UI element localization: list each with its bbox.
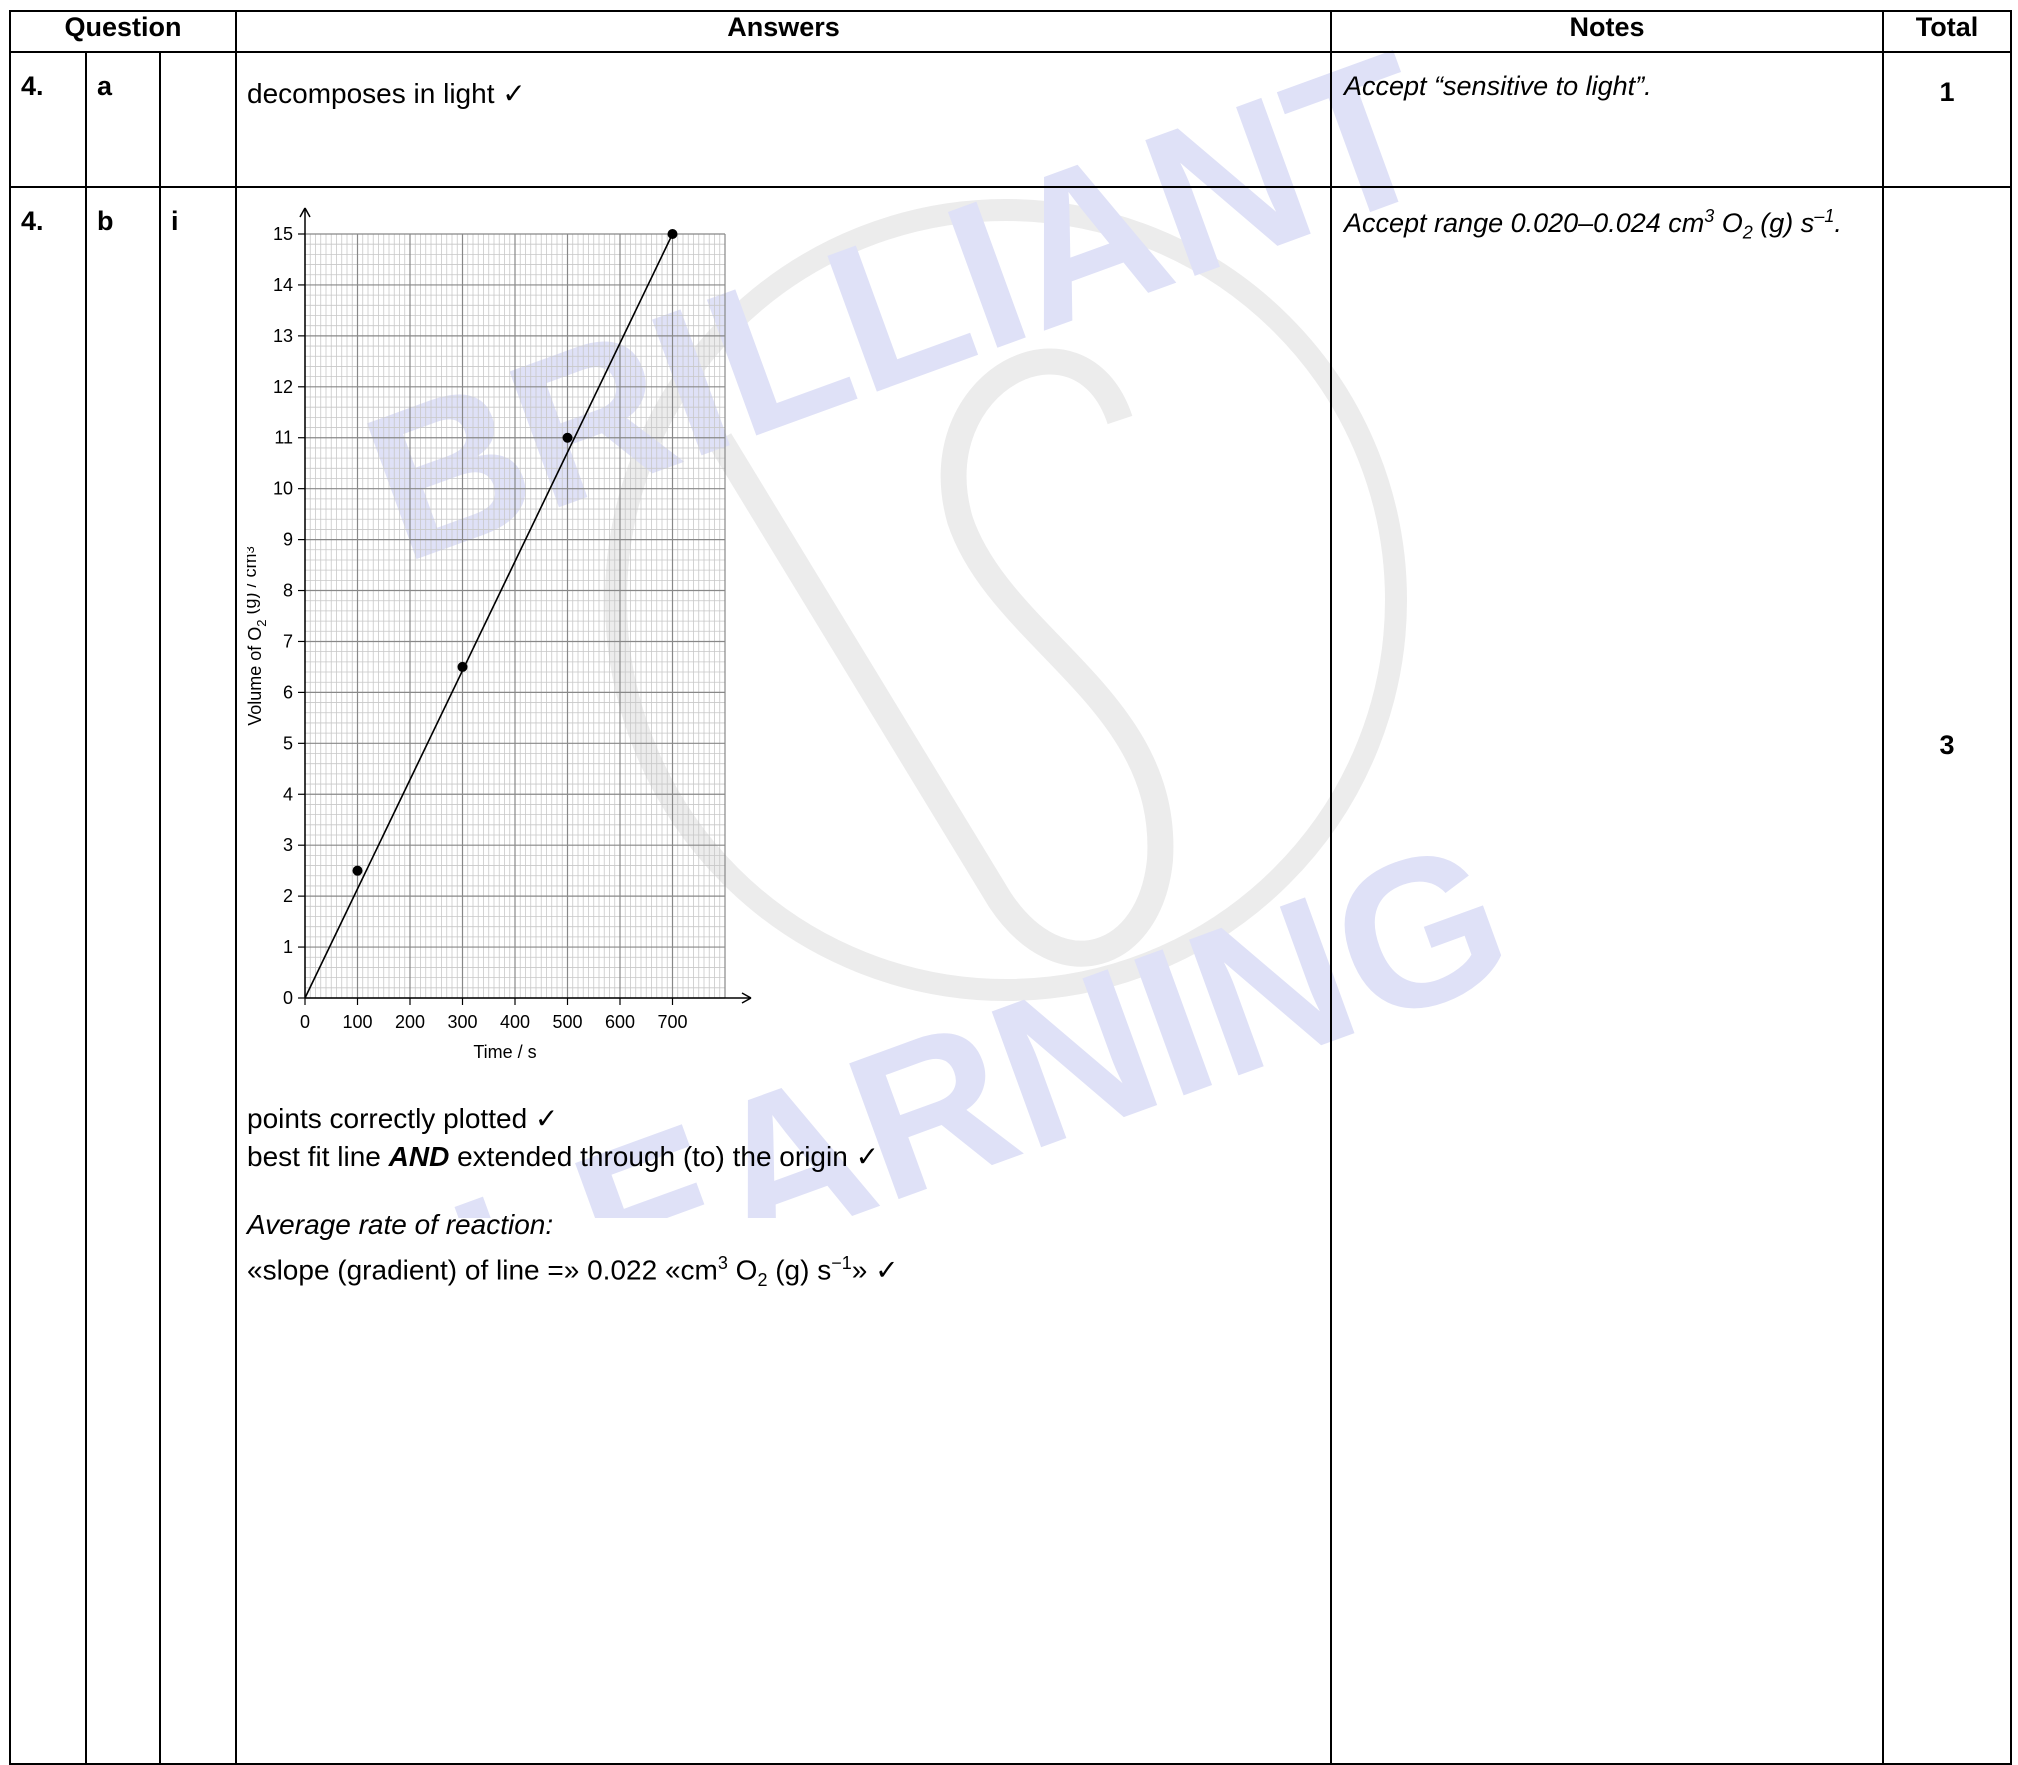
slope-sup: 3 [717, 1253, 728, 1273]
data-point [562, 432, 573, 443]
answer-line-bestfit-and: AND [388, 1141, 450, 1172]
y-tick-label: 9 [283, 530, 293, 550]
slope-end: » ✓ [851, 1254, 899, 1286]
table-row: 4. b i 0 1 2 3 4 5 6 7 8 9 10 11 12 13 14 15 0 100 200 300 4… [9, 186, 2012, 1765]
data-point [352, 865, 363, 876]
y-tick-label: 15 [273, 224, 293, 244]
y-tick-label: 0 [283, 988, 293, 1008]
slope-o: O [727, 1254, 758, 1286]
header-total: Total [1882, 10, 2012, 53]
y-tick-label: 3 [283, 835, 293, 855]
note-cell: Accept range 0.020–0.024 cm3 O2 (g) s–1. [1330, 186, 1884, 1765]
y-tick-label: 1 [283, 937, 293, 957]
note-sub: 2 [1742, 222, 1753, 243]
answer-line-plotted: points correctly plotted ✓ [247, 1103, 559, 1134]
question-part: b [85, 186, 161, 1765]
question-part: a [85, 51, 161, 188]
note-cell: Accept “sensitive to light”. [1330, 51, 1884, 188]
answer-line-slope: «slope (gradient) of line =» 0.022 «cm3 … [247, 1244, 1330, 1299]
y-tick-label: 7 [283, 631, 293, 651]
y-axis-arrow [299, 207, 311, 218]
answer-block: points correctly plotted ✓ best fit line… [237, 1096, 1330, 1299]
y-tick-label: 13 [273, 326, 293, 346]
x-tick-label: 700 [657, 1012, 687, 1032]
y-axis-label: Volume of O2 (g) / cm3 [247, 546, 269, 726]
slope-g: (g) s [767, 1254, 832, 1286]
question-subpart [159, 51, 237, 188]
y-tick-label: 2 [283, 886, 293, 906]
x-tick-label: 100 [342, 1012, 372, 1032]
data-point [457, 661, 468, 672]
slope-sub: 2 [757, 1269, 768, 1290]
y-tick-label: 10 [273, 479, 293, 499]
data-point [667, 229, 678, 239]
x-axis-label: Time / s [473, 1042, 536, 1062]
markscheme-table: Question Answers Notes Total 4. a decomp… [9, 10, 2012, 1765]
header-answers: Answers [235, 10, 1332, 53]
question-subpart: i [159, 186, 237, 1765]
note-post: (g) s [1752, 208, 1815, 238]
answer-line-rate-heading: Average rate of reaction: [247, 1209, 554, 1240]
y-tick-label: 11 [274, 428, 293, 448]
answer-line-bestfit-post: extended through (to) the origin ✓ [449, 1141, 880, 1172]
answer-text: decomposes in light ✓ [247, 78, 526, 109]
answer-cell: decomposes in light ✓ [235, 51, 1332, 188]
question-number: 4. [9, 51, 87, 188]
x-tick-label: 400 [500, 1012, 530, 1032]
y-tick-label: 14 [273, 275, 293, 295]
header-notes: Notes [1330, 10, 1884, 53]
y-tick-label: 6 [283, 682, 293, 702]
y-tick-label: 12 [273, 377, 293, 397]
x-tick-label: 0 [300, 1012, 310, 1032]
y-tick-label: 8 [283, 581, 293, 601]
x-tick-label: 600 [605, 1012, 635, 1032]
note-pre: Accept range 0.020–0.024 cm [1344, 208, 1705, 238]
slope-text: «slope (gradient) of line =» 0.022 «cm [247, 1254, 718, 1286]
header-row: Question Answers Notes Total [9, 10, 2012, 53]
table-row: 4. a decomposes in light ✓ Accept “sensi… [9, 51, 2012, 188]
total-marks: 1 [1882, 51, 2012, 188]
note-sup2: –1 [1814, 206, 1835, 226]
x-tick-label: 200 [395, 1012, 425, 1032]
x-tick-label: 500 [552, 1012, 582, 1032]
answer-cell: 0 1 2 3 4 5 6 7 8 9 10 11 12 13 14 15 0 100 200 300 400 500 60… [235, 186, 1332, 1765]
header-question: Question [9, 10, 237, 53]
question-number: 4. [9, 186, 87, 1765]
total-marks: 3 [1882, 186, 2012, 1765]
note-end: . [1834, 208, 1842, 238]
x-tick-label: 300 [447, 1012, 477, 1032]
slope-sup2: −1 [831, 1253, 852, 1273]
answer-line-bestfit: best fit line AND extended through (to) … [247, 1138, 1330, 1176]
answer-line-bestfit-pre: best fit line [247, 1141, 389, 1172]
note-mid: O [1714, 208, 1743, 238]
y-tick-label: 4 [283, 784, 293, 804]
y-tick-label: 5 [283, 733, 293, 753]
note-sup1: 3 [1704, 206, 1715, 226]
